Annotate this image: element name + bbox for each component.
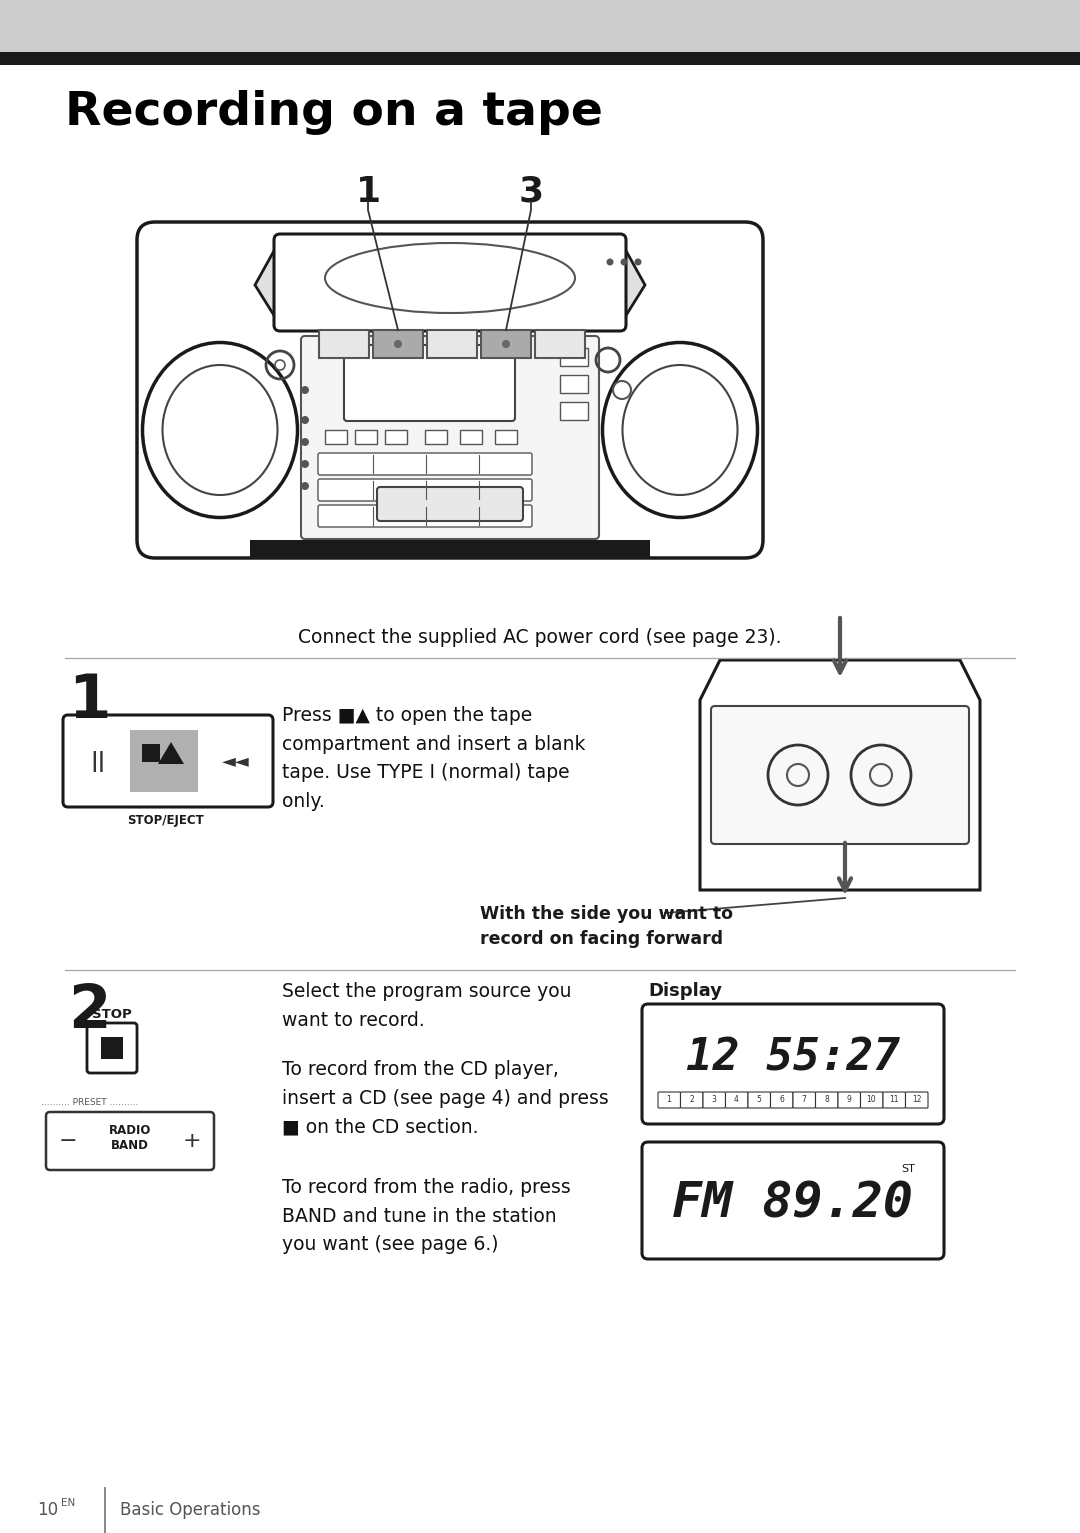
Text: Basic Operations: Basic Operations <box>120 1501 260 1519</box>
FancyBboxPatch shape <box>46 1111 214 1170</box>
FancyBboxPatch shape <box>87 1023 137 1073</box>
Text: ST: ST <box>901 1164 915 1174</box>
Bar <box>561 348 588 366</box>
Text: Connect the supplied AC power cord (see page 23).: Connect the supplied AC power cord (see … <box>298 629 782 647</box>
Polygon shape <box>158 742 184 763</box>
Bar <box>130 730 198 793</box>
FancyBboxPatch shape <box>658 1091 680 1108</box>
Circle shape <box>635 259 642 265</box>
Text: ◄◄: ◄◄ <box>222 753 249 770</box>
Bar <box>141 744 160 762</box>
FancyBboxPatch shape <box>137 222 762 558</box>
Text: Select the program source you
want to record.: Select the program source you want to re… <box>282 983 571 1030</box>
Circle shape <box>607 259 613 265</box>
Circle shape <box>301 481 309 491</box>
Bar <box>481 330 531 359</box>
Text: FM 89.20: FM 89.20 <box>673 1179 914 1226</box>
FancyBboxPatch shape <box>703 1091 726 1108</box>
FancyBboxPatch shape <box>318 452 532 475</box>
Bar <box>373 330 423 359</box>
Text: 10: 10 <box>38 1501 58 1519</box>
FancyBboxPatch shape <box>345 345 515 422</box>
Bar <box>319 330 369 359</box>
Text: 3: 3 <box>518 175 543 208</box>
Bar <box>0 52 1080 64</box>
FancyBboxPatch shape <box>905 1091 928 1108</box>
Text: 12: 12 <box>912 1096 921 1104</box>
Text: 5: 5 <box>757 1096 761 1104</box>
FancyBboxPatch shape <box>377 487 523 521</box>
Bar <box>535 330 585 359</box>
Text: 1: 1 <box>355 175 380 208</box>
Bar <box>0 0 1080 52</box>
Bar <box>325 429 347 445</box>
Bar <box>460 429 482 445</box>
Polygon shape <box>255 241 305 325</box>
Text: STOP/EJECT: STOP/EJECT <box>127 814 204 826</box>
Bar <box>561 376 588 392</box>
FancyBboxPatch shape <box>642 1142 944 1259</box>
FancyBboxPatch shape <box>748 1091 770 1108</box>
Text: +: + <box>183 1131 201 1151</box>
Text: To record from the CD player,
insert a CD (see page 4) and press
■ on the CD sec: To record from the CD player, insert a C… <box>282 1059 609 1136</box>
FancyBboxPatch shape <box>838 1091 861 1108</box>
Circle shape <box>301 415 309 425</box>
Polygon shape <box>700 661 980 891</box>
Text: Display: Display <box>648 983 723 1000</box>
FancyBboxPatch shape <box>726 1091 748 1108</box>
FancyBboxPatch shape <box>274 235 626 331</box>
FancyBboxPatch shape <box>63 714 273 806</box>
Bar <box>427 330 477 359</box>
Text: RADIO
BAND: RADIO BAND <box>109 1124 151 1151</box>
Text: Press ■▲ to open the tape
compartment and insert a blank
tape. Use TYPE I (norma: Press ■▲ to open the tape compartment an… <box>282 707 585 811</box>
Text: −: − <box>58 1131 78 1151</box>
FancyBboxPatch shape <box>815 1091 838 1108</box>
Text: 1: 1 <box>666 1096 672 1104</box>
Text: ||: || <box>91 751 106 771</box>
Text: 8: 8 <box>824 1096 828 1104</box>
Circle shape <box>301 386 309 394</box>
Bar <box>561 402 588 420</box>
FancyBboxPatch shape <box>711 707 969 845</box>
Text: EN: EN <box>60 1498 76 1508</box>
FancyBboxPatch shape <box>861 1091 883 1108</box>
FancyBboxPatch shape <box>318 504 532 527</box>
Text: 3: 3 <box>712 1096 716 1104</box>
FancyBboxPatch shape <box>680 1091 703 1108</box>
Bar <box>495 429 517 445</box>
Text: 1: 1 <box>68 671 110 731</box>
Text: To record from the radio, press
BAND and tune in the station
you want (see page : To record from the radio, press BAND and… <box>282 1177 570 1254</box>
Text: 11: 11 <box>889 1096 899 1104</box>
Circle shape <box>394 340 402 348</box>
Bar <box>384 429 407 445</box>
Text: STOP: STOP <box>92 1009 132 1021</box>
Text: 6: 6 <box>779 1096 784 1104</box>
FancyBboxPatch shape <box>301 336 599 540</box>
Circle shape <box>301 460 309 468</box>
FancyBboxPatch shape <box>770 1091 793 1108</box>
Text: 4: 4 <box>734 1096 739 1104</box>
Text: 10: 10 <box>866 1096 876 1104</box>
FancyBboxPatch shape <box>793 1091 815 1108</box>
Circle shape <box>621 259 627 265</box>
Text: 12 55:27: 12 55:27 <box>686 1036 900 1079</box>
Text: 7: 7 <box>801 1096 807 1104</box>
FancyBboxPatch shape <box>318 478 532 501</box>
Bar <box>102 1036 123 1059</box>
Text: Recording on a tape: Recording on a tape <box>65 90 603 135</box>
Bar <box>426 429 447 445</box>
Text: 9: 9 <box>847 1096 851 1104</box>
Text: .......... PRESET ..........: .......... PRESET .......... <box>41 1098 138 1107</box>
Bar <box>249 540 650 558</box>
FancyBboxPatch shape <box>883 1091 905 1108</box>
Polygon shape <box>595 241 645 325</box>
Text: 2: 2 <box>68 983 110 1041</box>
Circle shape <box>502 340 510 348</box>
Bar <box>355 429 377 445</box>
Text: 2: 2 <box>689 1096 693 1104</box>
Circle shape <box>301 438 309 446</box>
Text: With the side you want to
record on facing forward: With the side you want to record on faci… <box>480 904 733 947</box>
FancyBboxPatch shape <box>642 1004 944 1124</box>
